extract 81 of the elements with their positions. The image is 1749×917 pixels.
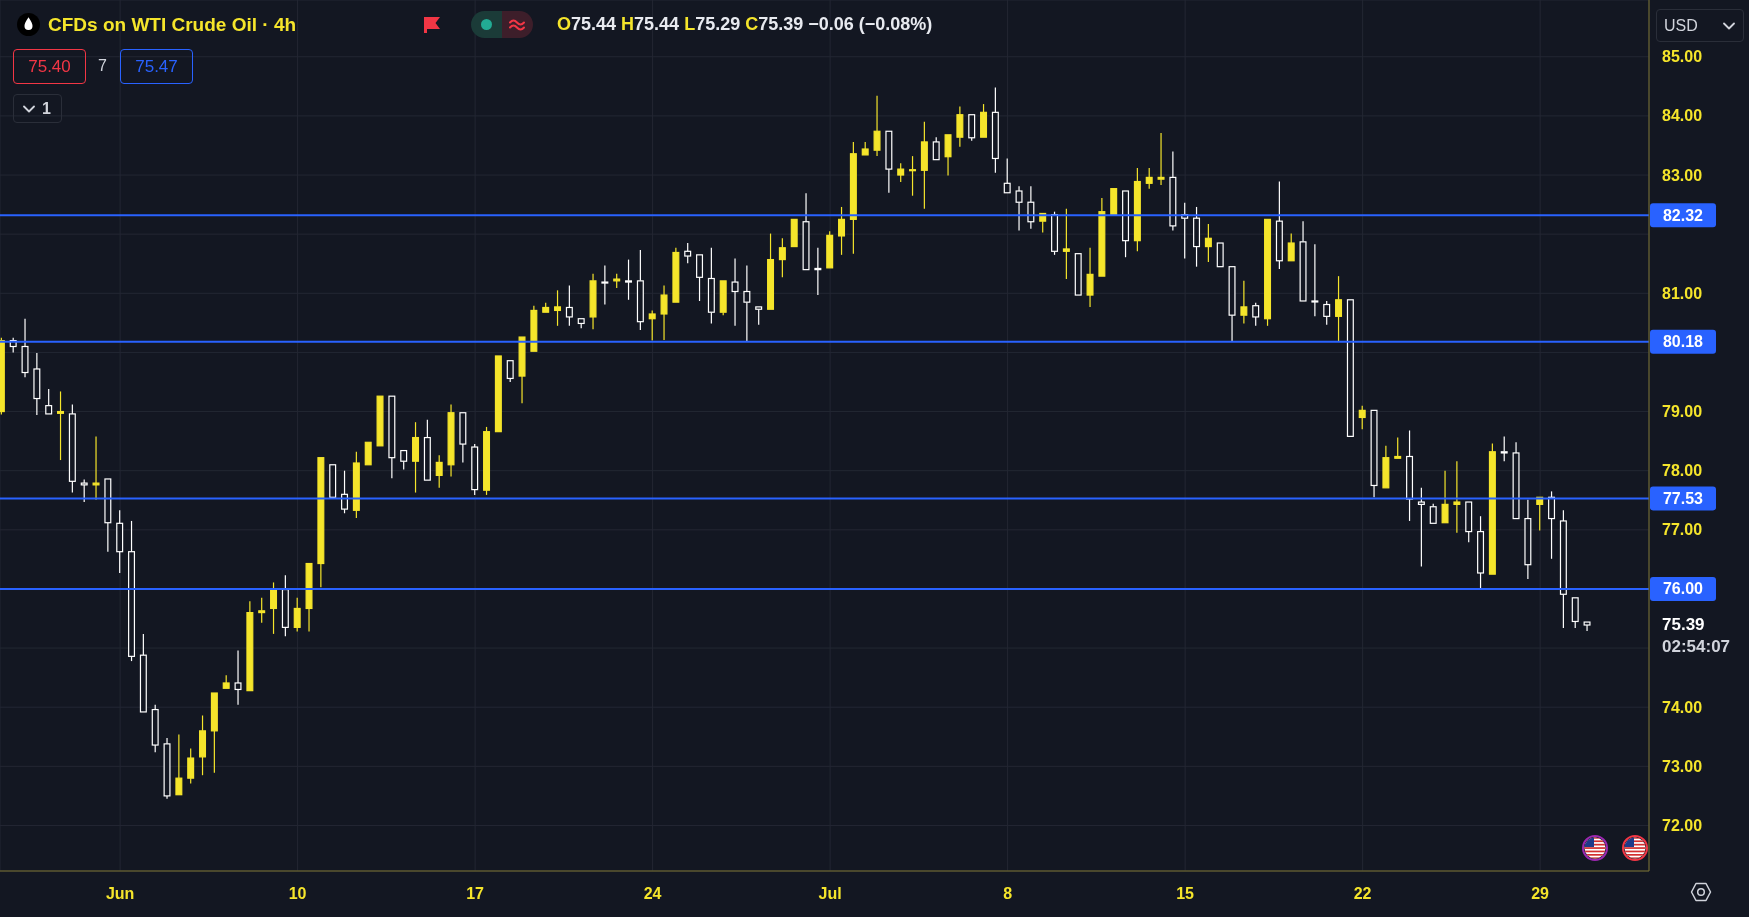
candlestick bbox=[1299, 220, 1307, 302]
candlestick bbox=[1524, 499, 1532, 580]
candlestick bbox=[589, 273, 597, 330]
candlestick bbox=[1311, 243, 1319, 317]
y-tick-label: 84.00 bbox=[1662, 107, 1703, 125]
annotation: O75.44 H75.44 L75.29 C75.39 −0.06 (−0.08%) bbox=[557, 13, 933, 36]
candlestick bbox=[1015, 185, 1023, 232]
candlestick bbox=[459, 412, 467, 463]
x-tick-label: Jun bbox=[105, 884, 135, 902]
candlestick bbox=[1003, 157, 1011, 194]
candlestick bbox=[601, 264, 609, 306]
candlestick bbox=[1583, 621, 1591, 632]
candlestick bbox=[743, 264, 751, 343]
candlestick bbox=[885, 130, 893, 194]
ref-line-label: 82.32 bbox=[1662, 206, 1704, 224]
y-tick-label: 79.00 bbox=[1662, 403, 1703, 421]
annotation: 75.40 bbox=[13, 49, 86, 84]
text: 02:54:07 bbox=[1662, 636, 1731, 658]
candlestick bbox=[1062, 208, 1070, 280]
candlestick bbox=[317, 457, 325, 588]
candlestick bbox=[1453, 460, 1461, 534]
candlestick bbox=[1512, 441, 1520, 520]
y-tick-label: 78.00 bbox=[1662, 462, 1703, 480]
y-tick-label: 81.00 bbox=[1662, 284, 1703, 302]
x-tick-label: 24 bbox=[643, 884, 662, 902]
candlestick bbox=[246, 600, 254, 692]
ref-line-label: 77.53 bbox=[1662, 489, 1704, 507]
candlestick bbox=[1394, 436, 1402, 459]
candlestick bbox=[163, 737, 171, 800]
x-tick-label: 10 bbox=[288, 884, 307, 902]
ref-line-label: 80.18 bbox=[1662, 333, 1704, 351]
x-tick-label: 8 bbox=[1003, 884, 1013, 902]
y-tick-label: 83.00 bbox=[1662, 166, 1703, 184]
candlestick bbox=[1228, 266, 1236, 343]
candlestick bbox=[1335, 275, 1343, 343]
candlestick bbox=[1074, 253, 1082, 296]
x-tick-label: Jul bbox=[818, 884, 842, 902]
x-tick-label: 29 bbox=[1531, 884, 1550, 902]
ref-line-label: 76.00 bbox=[1662, 580, 1704, 598]
candlestick bbox=[1086, 247, 1094, 308]
candlestick bbox=[21, 318, 29, 378]
candlestick bbox=[790, 218, 798, 248]
y-tick-label: 73.00 bbox=[1662, 757, 1703, 775]
candlestick bbox=[956, 105, 964, 148]
y-tick-label: 85.00 bbox=[1662, 48, 1703, 66]
text: CFDs on WTI Crude Oil · 4h bbox=[48, 13, 297, 37]
candlestick bbox=[139, 633, 147, 713]
annotation: 75.47 bbox=[120, 49, 193, 84]
candlestick bbox=[92, 435, 100, 501]
candlestick bbox=[1240, 280, 1248, 325]
text: USD bbox=[1664, 16, 1698, 35]
x-tick-label: 22 bbox=[1353, 884, 1372, 902]
y-tick-label: 74.00 bbox=[1662, 698, 1703, 716]
candlestick bbox=[814, 247, 822, 296]
candlestick bbox=[175, 733, 183, 796]
candlestick bbox=[1370, 409, 1378, 498]
candlestick bbox=[530, 305, 538, 352]
candlestick bbox=[660, 285, 668, 341]
candlestick bbox=[802, 192, 810, 271]
candlestick bbox=[364, 441, 372, 466]
candlestick bbox=[920, 121, 928, 210]
text: 75.39 bbox=[1662, 614, 1705, 636]
candlestick bbox=[1406, 429, 1414, 522]
x-tick-label: 17 bbox=[466, 884, 485, 902]
annotation: 1 bbox=[42, 99, 51, 119]
candlestick bbox=[447, 403, 455, 478]
annotation: 7 bbox=[98, 56, 107, 76]
candlestick bbox=[1382, 445, 1390, 489]
candlestick bbox=[305, 562, 313, 633]
candlestick bbox=[873, 95, 881, 157]
y-tick-label: 72.00 bbox=[1662, 816, 1703, 834]
candlestick bbox=[234, 649, 242, 706]
candlestick bbox=[33, 352, 41, 416]
x-tick-label: 15 bbox=[1176, 884, 1195, 902]
candlestick bbox=[1441, 470, 1449, 524]
candlestick bbox=[57, 390, 65, 461]
candlestick bbox=[731, 257, 739, 327]
candlestick bbox=[1157, 132, 1165, 186]
y-tick-label: 77.00 bbox=[1662, 521, 1703, 539]
candlestick bbox=[1169, 150, 1177, 232]
candlestick bbox=[944, 134, 952, 177]
